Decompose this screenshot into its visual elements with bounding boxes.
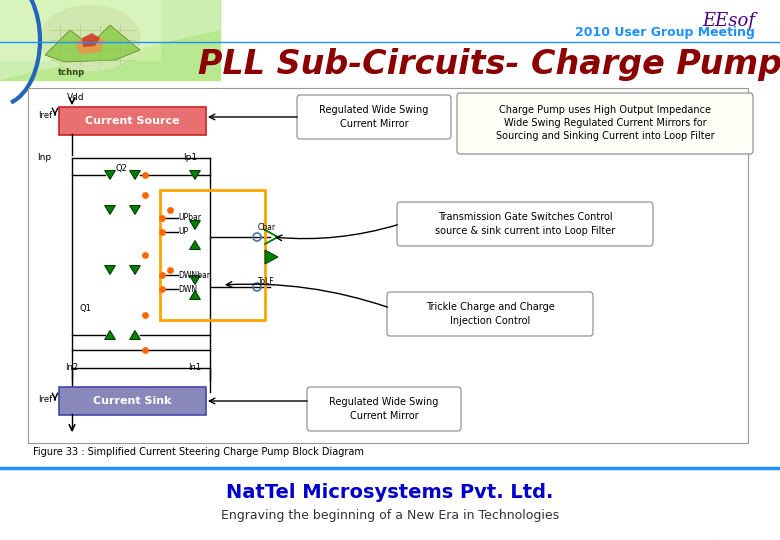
- Text: 2010 User Group Meeting: 2010 User Group Meeting: [575, 26, 755, 39]
- Text: Regulated Wide Swing
Current Mirror: Regulated Wide Swing Current Mirror: [319, 105, 429, 129]
- Text: Figure 33 : Simplified Current Steering Charge Pump Block Diagram: Figure 33 : Simplified Current Steering …: [33, 447, 364, 457]
- Bar: [0, 0, 160, 60]
- FancyBboxPatch shape: [397, 202, 653, 246]
- Text: ToLF: ToLF: [258, 278, 275, 287]
- Text: Inp: Inp: [37, 153, 51, 163]
- Polygon shape: [190, 220, 200, 230]
- Polygon shape: [105, 330, 115, 340]
- Text: Q2: Q2: [115, 164, 127, 173]
- Ellipse shape: [40, 5, 140, 71]
- Polygon shape: [190, 291, 200, 300]
- FancyBboxPatch shape: [307, 387, 461, 431]
- Polygon shape: [190, 240, 200, 249]
- Polygon shape: [129, 171, 140, 179]
- Text: Ip1: Ip1: [183, 153, 197, 163]
- Text: Trickle Charge and Charge
Injection Control: Trickle Charge and Charge Injection Cont…: [426, 302, 555, 326]
- Text: Vdd: Vdd: [67, 93, 84, 102]
- Polygon shape: [129, 266, 140, 274]
- Text: Current Sink: Current Sink: [93, 396, 172, 406]
- Text: Q1: Q1: [79, 303, 91, 313]
- Text: Transmission Gate Switches Control
source & sink current into Loop Filter: Transmission Gate Switches Control sourc…: [435, 212, 615, 235]
- Polygon shape: [190, 171, 200, 179]
- Polygon shape: [82, 33, 100, 47]
- Polygon shape: [75, 35, 105, 54]
- Bar: [28, 88, 748, 443]
- Text: EEsof: EEsof: [702, 12, 755, 30]
- Text: Regulated Wide Swing
Current Mirror: Regulated Wide Swing Current Mirror: [329, 397, 438, 421]
- FancyBboxPatch shape: [387, 292, 593, 336]
- FancyBboxPatch shape: [297, 95, 451, 139]
- Text: Charge Pump uses High Output Impedance
Wide Swing Regulated Current Mirrors for
: Charge Pump uses High Output Impedance W…: [495, 105, 714, 141]
- Text: Current Source: Current Source: [85, 116, 179, 126]
- Text: PLL Sub-Circuits- Charge Pump: PLL Sub-Circuits- Charge Pump: [198, 48, 780, 81]
- Bar: [160, 190, 265, 320]
- Text: In2: In2: [65, 363, 78, 373]
- Text: Engraving the beginning of a New Era in Technologies: Engraving the beginning of a New Era in …: [221, 510, 559, 523]
- Polygon shape: [265, 250, 278, 264]
- Text: DWN: DWN: [178, 285, 197, 294]
- Polygon shape: [129, 330, 140, 340]
- Polygon shape: [0, 0, 220, 80]
- Polygon shape: [105, 266, 115, 274]
- Polygon shape: [45, 25, 140, 62]
- Text: Cbar: Cbar: [258, 224, 276, 233]
- Bar: [0, 0, 220, 80]
- Text: Iref: Iref: [38, 111, 52, 119]
- FancyBboxPatch shape: [59, 107, 206, 135]
- Polygon shape: [105, 171, 115, 179]
- Polygon shape: [129, 206, 140, 214]
- Polygon shape: [105, 206, 115, 214]
- Text: tchnp: tchnp: [58, 68, 85, 77]
- Polygon shape: [190, 275, 200, 285]
- Text: UPbar: UPbar: [178, 213, 201, 222]
- FancyBboxPatch shape: [59, 387, 206, 415]
- Text: DWNbar: DWNbar: [178, 271, 210, 280]
- Text: Iref: Iref: [38, 395, 52, 404]
- Text: In1: In1: [188, 363, 201, 373]
- Text: UP: UP: [178, 227, 188, 237]
- Text: NatTel Microsystems Pvt. Ltd.: NatTel Microsystems Pvt. Ltd.: [226, 483, 554, 503]
- FancyBboxPatch shape: [457, 93, 753, 154]
- Bar: [0, 468, 780, 540]
